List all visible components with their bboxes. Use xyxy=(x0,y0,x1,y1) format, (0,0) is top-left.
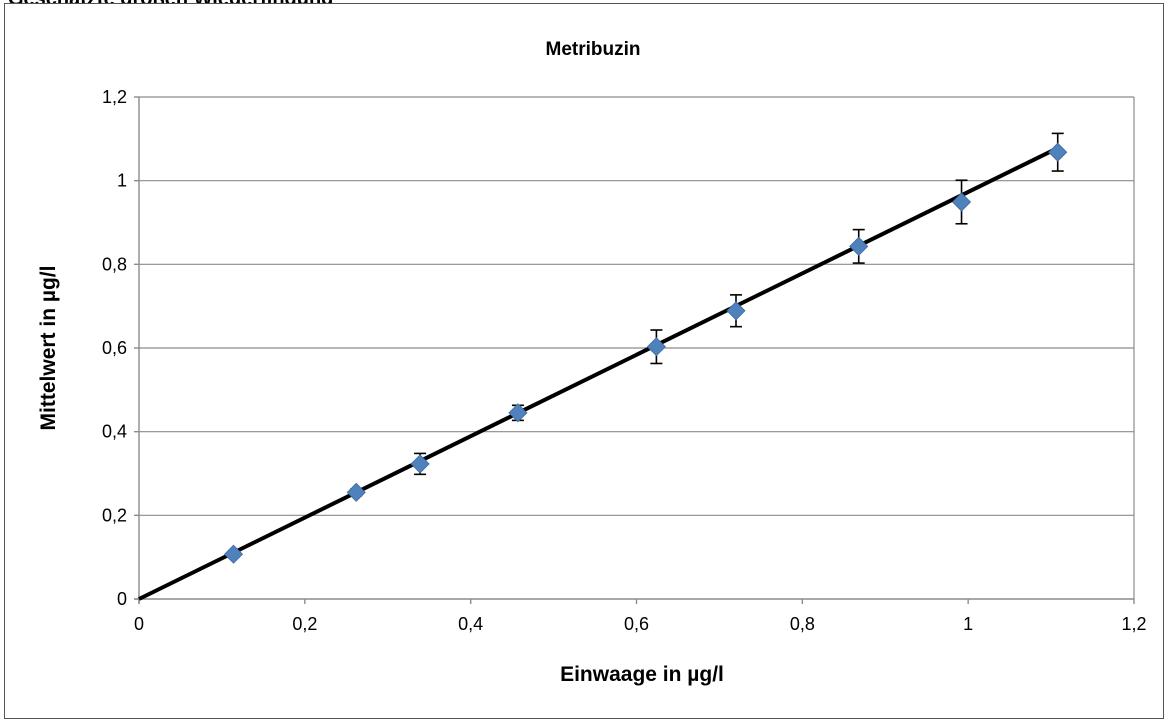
chart-frame: 0 0,2 0,4 0,6 0,8 1 1,2 0 0,2 0,4 0,6 0,8 1 1,2 Metri… xyxy=(4,3,1164,719)
y-tick-label-3: 0,6 xyxy=(102,338,127,358)
data-point-8 xyxy=(1048,142,1068,162)
data-point-1 xyxy=(346,482,366,502)
x-tick-label-3: 0,6 xyxy=(624,614,649,634)
data-point-3 xyxy=(508,403,528,423)
y-tick-label-4: 0,8 xyxy=(102,254,127,274)
y-tick-label-6: 1,2 xyxy=(102,87,127,107)
tick-labels: 0 0,2 0,4 0,6 0,8 1 1,2 0 0,2 0,4 0,6 0,8 1 1,2 xyxy=(102,87,1147,634)
grid-layer xyxy=(139,96,1135,599)
data-point-0 xyxy=(223,544,244,564)
axis-layer xyxy=(134,96,1135,604)
data-point-5 xyxy=(726,301,746,321)
data-point-4 xyxy=(646,337,666,357)
trendline-layer xyxy=(138,146,1059,601)
x-tick-label-6: 1,2 xyxy=(1121,614,1146,634)
x-tick-label-0: 0 xyxy=(134,614,144,634)
y-tick-label-1: 0,2 xyxy=(102,505,127,525)
y-tick-label-5: 1 xyxy=(117,171,127,191)
x-tick-label-1: 0,2 xyxy=(292,614,317,634)
x-tick-label-2: 0,4 xyxy=(458,614,483,634)
data-points xyxy=(223,142,1068,564)
y-tick-label-0: 0 xyxy=(117,589,127,609)
data-point-6 xyxy=(849,236,869,256)
y-tick-label-2: 0,4 xyxy=(102,422,127,442)
x-tick-label-5: 1 xyxy=(963,614,973,634)
x-tick-label-4: 0,8 xyxy=(790,614,815,634)
chart-title: Metribuzin xyxy=(546,39,641,60)
data-point-7 xyxy=(951,192,972,212)
data-point-2 xyxy=(410,454,430,474)
y-axis-title: Mittelwert in µg/l xyxy=(37,266,60,431)
scatter-chart: 0 0,2 0,4 0,6 0,8 1 1,2 0 0,2 0,4 0,6 0,8 1 1,2 Metri… xyxy=(37,39,1147,686)
trendline xyxy=(138,146,1059,601)
x-axis-title: Einwaage in µg/l xyxy=(560,663,724,686)
